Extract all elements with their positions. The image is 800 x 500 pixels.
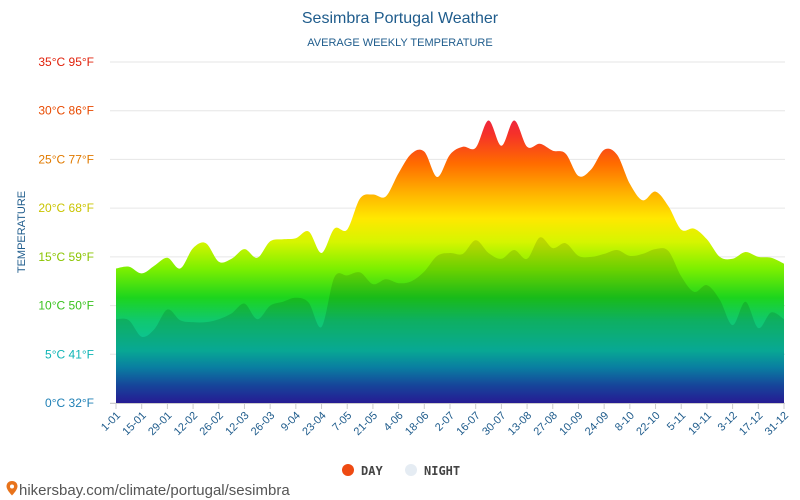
x-tick-label: 22-10 <box>634 410 662 438</box>
y-tick-label: 15°C 59°F <box>38 250 94 264</box>
x-tick-label: 27-08 <box>532 410 560 438</box>
location-pin-dot <box>10 484 14 489</box>
x-tick-label: 7-05 <box>330 410 354 434</box>
x-tick-label: 29-01 <box>146 410 174 438</box>
x-tick-label: 4-06 <box>382 410 406 434</box>
y-axis-label: TEMPERATURE <box>16 191 28 273</box>
x-tick-label: 1-01 <box>99 410 123 434</box>
x-tick-label: 26-02 <box>198 410 226 438</box>
chart-title: Sesimbra Portugal Weather <box>302 10 499 27</box>
legend-day-marker <box>342 464 354 476</box>
legend: DAY NIGHT <box>342 464 460 478</box>
x-tick-label: 18-06 <box>403 410 431 438</box>
y-tick-label: 20°C 68°F <box>38 201 94 215</box>
legend-night-label: NIGHT <box>424 464 460 478</box>
x-tick-label: 2-07 <box>433 410 457 434</box>
x-tick-label: 26-03 <box>249 410 277 438</box>
legend-item-day[interactable]: DAY <box>342 464 383 478</box>
x-tick-label: 19-11 <box>686 410 714 438</box>
x-tick-label: 12-03 <box>223 410 251 438</box>
y-axis-ticks: 0°C 32°F 5°C 41°F 10°C 50°F 15°C 59°F 20°C 6… <box>38 55 94 410</box>
source-url[interactable]: hikersbay.com/climate/portugal/sesimbra <box>19 482 290 499</box>
day-area <box>116 120 784 404</box>
y-tick-label: 5°C 41°F <box>45 347 94 361</box>
x-tick-label: 13-08 <box>506 410 534 438</box>
night-area <box>116 237 784 403</box>
x-tick-label: 8-10 <box>613 410 637 434</box>
y-tick-label: 25°C 77°F <box>38 152 94 166</box>
y-tick-label: 30°C 86°F <box>38 104 94 118</box>
x-tick-label: 9-04 <box>279 410 303 434</box>
x-tick-label: 10-09 <box>557 410 585 438</box>
y-tick-label: 0°C 32°F <box>45 396 94 410</box>
x-tick-label: 23-04 <box>300 410 328 438</box>
legend-item-night[interactable]: NIGHT <box>405 464 460 478</box>
y-tick-label: 35°C 95°F <box>38 55 94 69</box>
x-tick-label: 15-01 <box>120 410 148 438</box>
x-tick-label: 21-05 <box>352 410 380 438</box>
x-tick-label: 16-07 <box>454 410 482 438</box>
x-tick-label: 30-07 <box>480 410 508 438</box>
x-tick-label: 3-12 <box>716 410 740 434</box>
source-link[interactable]: hikersbay.com/climate/portugal/sesimbra <box>6 481 291 499</box>
chart-subtitle: AVERAGE WEEKLY TEMPERATURE <box>307 37 492 49</box>
legend-day-label: DAY <box>361 464 383 478</box>
x-tick-label: 5-11 <box>665 410 688 433</box>
x-tick-label: 24-09 <box>583 410 611 438</box>
x-tick-label: 31-12 <box>763 410 791 438</box>
y-tick-label: 10°C 50°F <box>38 299 94 313</box>
legend-night-marker <box>405 464 417 476</box>
x-tick-label: 12-02 <box>172 410 200 438</box>
x-tick-label: 17-12 <box>737 410 765 438</box>
